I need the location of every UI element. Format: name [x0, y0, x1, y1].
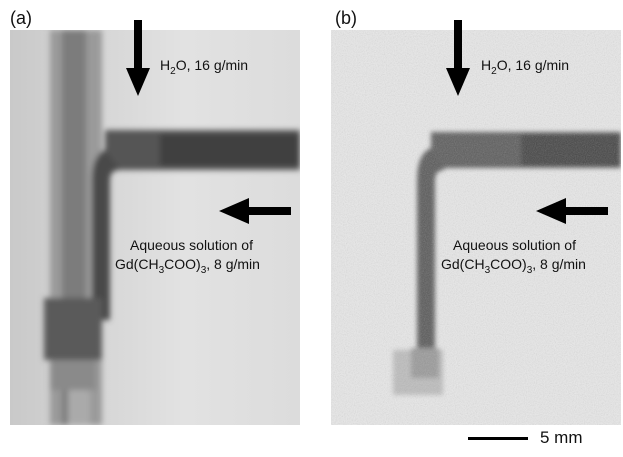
scale-bar	[468, 437, 528, 440]
down-arrow-icon	[446, 20, 470, 96]
flow-side-label-b: Aqueous solution of Gd(CH3COO)3, 8 g/min	[441, 237, 586, 276]
panel-a-label: (a)	[10, 8, 32, 28]
left-arrow-icon	[536, 198, 608, 224]
neutron-image-b	[331, 30, 621, 425]
left-arrow-icon	[219, 198, 291, 224]
flow-top-label-a: H2O, 16 g/min	[160, 57, 249, 77]
radiograph-image-a	[10, 30, 300, 425]
flow-side-label-a: Aqueous solution of Gd(CH3COO)3, 8 g/min	[115, 237, 260, 276]
flow-top-label-b: H2O, 16 g/min	[481, 57, 570, 77]
panel-b-label: (b)	[335, 8, 357, 28]
scale-bar-label: 5 mm	[540, 428, 583, 447]
down-arrow-icon	[126, 20, 150, 96]
